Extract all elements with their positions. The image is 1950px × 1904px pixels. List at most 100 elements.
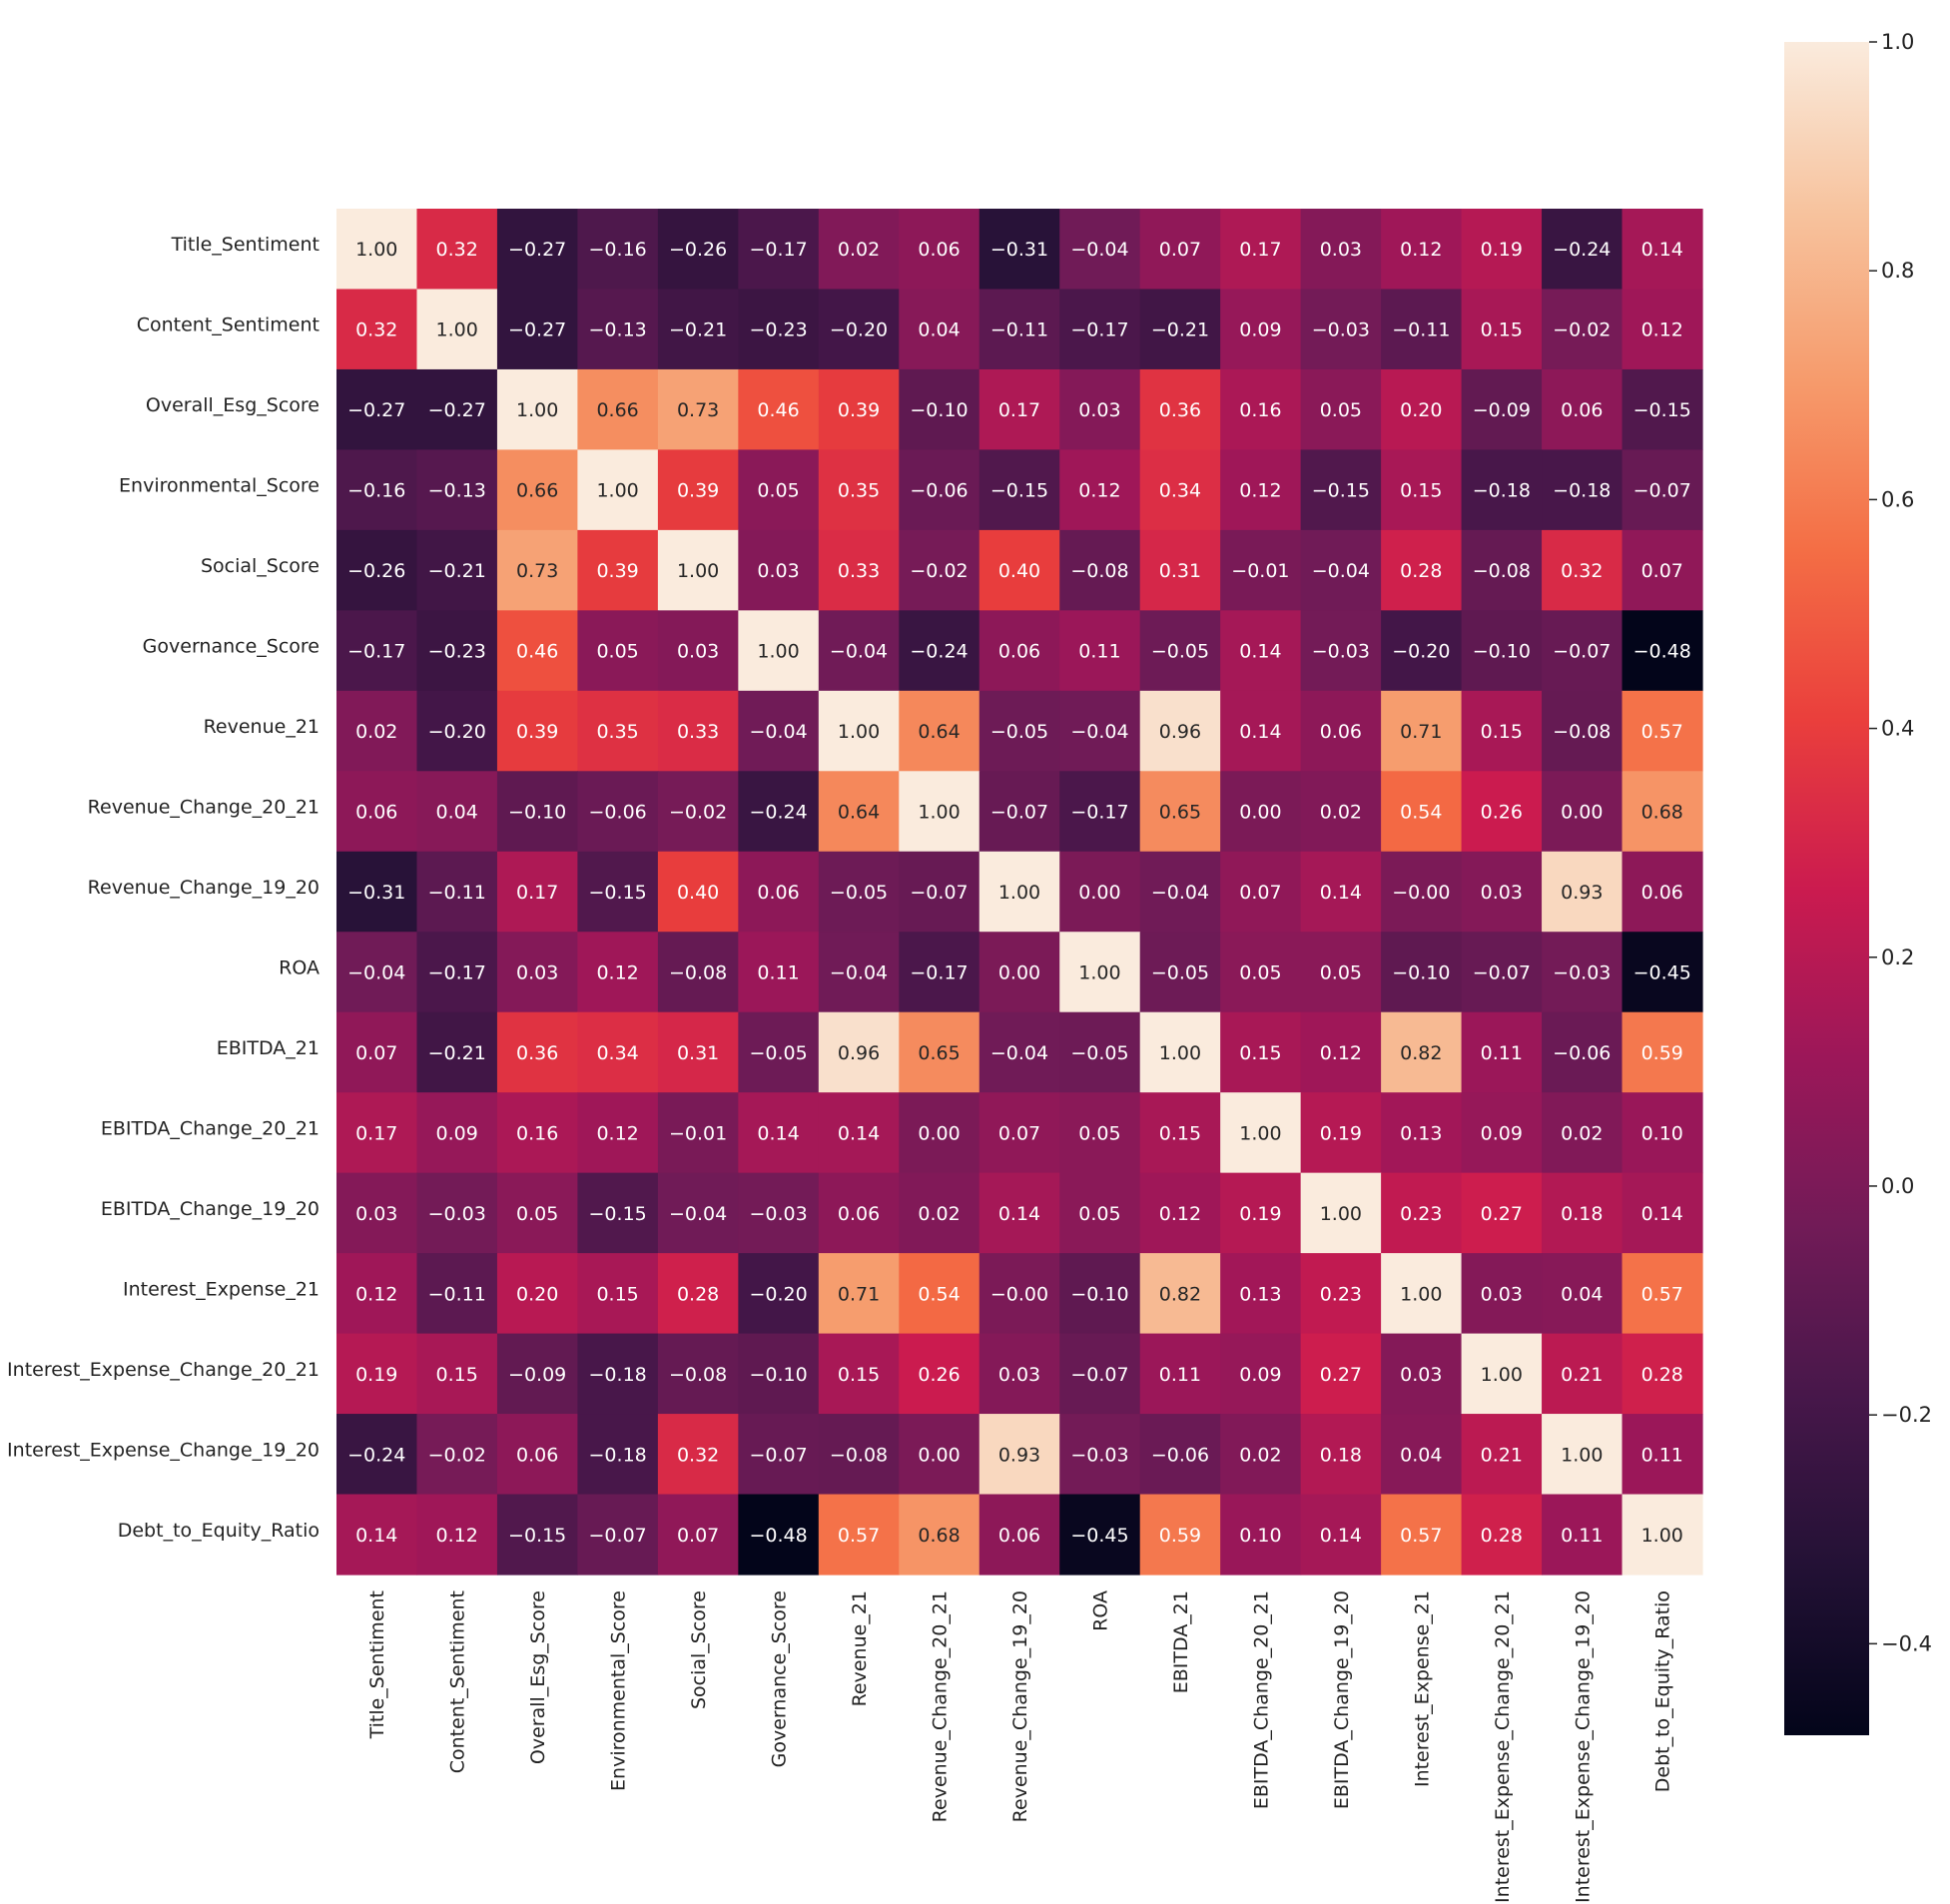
cell-value-label: −0.11 <box>1392 319 1450 341</box>
heatmap-cell <box>1381 1172 1463 1254</box>
cell-value-label: 0.10 <box>1641 1122 1683 1144</box>
heatmap-cell <box>1622 209 1703 291</box>
heatmap-cell <box>1542 771 1624 853</box>
heatmap-cell <box>577 771 659 853</box>
heatmap-cell <box>496 1092 579 1174</box>
cell-value-label: 0.07 <box>1641 560 1683 582</box>
heatmap-cell <box>336 690 418 772</box>
heatmap-cell <box>1300 690 1382 772</box>
column-label-environmental-score: Environmental_Score <box>608 1590 630 1791</box>
cell-value-label: −0.17 <box>347 641 405 663</box>
heatmap-cell <box>1461 449 1543 531</box>
cell-value-label: 0.39 <box>677 480 719 502</box>
heatmap-cell <box>416 932 498 1013</box>
cell-value-label: 0.12 <box>1641 319 1683 341</box>
cell-value-label: −0.02 <box>669 802 727 824</box>
cell-value-label: −0.01 <box>1231 560 1289 582</box>
heatmap-cell <box>1220 1092 1302 1174</box>
cell-value-label: −0.04 <box>669 1203 727 1225</box>
heatmap-cell <box>1300 1494 1382 1576</box>
heatmap-cell <box>1139 851 1221 933</box>
cell-value-label: 0.12 <box>1078 480 1120 502</box>
cell-value-label: 0.68 <box>1641 802 1683 824</box>
cell-value-label: −0.20 <box>830 319 888 341</box>
cell-value-label: −0.10 <box>1473 641 1531 663</box>
heatmap-cell <box>1622 610 1703 692</box>
cell-value-label: 0.13 <box>1400 1122 1442 1144</box>
heatmap-cell <box>416 1172 498 1254</box>
heatmap-cell <box>1381 690 1463 772</box>
heatmap-cell <box>1381 771 1463 853</box>
cell-value-label: −0.11 <box>428 882 486 904</box>
cell-value-label: 0.14 <box>1641 239 1683 261</box>
heatmap-cell <box>1542 851 1624 933</box>
cell-value-label: 0.82 <box>1400 1042 1442 1064</box>
cell-value-label: −0.04 <box>347 961 405 983</box>
heatmap-cell <box>336 851 418 933</box>
heatmap-cell <box>899 1253 980 1335</box>
cell-value-label: 0.40 <box>677 882 719 904</box>
cell-value-label: 0.12 <box>596 961 638 983</box>
cell-value-label: 0.14 <box>1641 1203 1683 1225</box>
heatmap-cell <box>1220 1011 1302 1093</box>
heatmap-cell <box>1381 368 1463 451</box>
cell-value-label: 0.12 <box>1400 239 1442 261</box>
cell-value-label: 0.06 <box>998 641 1040 663</box>
heatmap-cell <box>657 851 739 933</box>
cell-value-label: 0.03 <box>998 1364 1040 1386</box>
cell-value-label: 1.00 <box>1641 1525 1683 1547</box>
heatmap-cell <box>818 851 900 933</box>
heatmap-cell <box>1542 1253 1624 1335</box>
cell-value-label: 0.33 <box>677 721 719 743</box>
cell-value-label: 0.17 <box>516 882 558 904</box>
cell-value-label: 0.06 <box>998 1525 1040 1547</box>
heatmap-cell <box>1542 610 1624 692</box>
heatmap-cell <box>577 1092 659 1174</box>
cell-value-label: 0.68 <box>918 1525 960 1547</box>
heatmap-cell <box>1381 1333 1463 1415</box>
heatmap-cell <box>336 209 418 291</box>
heatmap-cell <box>1139 1333 1221 1415</box>
heatmap-cell <box>978 1333 1060 1415</box>
heatmap-cell <box>336 368 418 451</box>
cell-value-label: 0.02 <box>1320 802 1362 824</box>
heatmap-cell <box>978 1414 1060 1496</box>
heatmap-cell <box>496 1011 579 1093</box>
heatmap-cell <box>1059 289 1141 370</box>
cell-value-label: −0.15 <box>589 882 647 904</box>
heatmap-cell <box>416 368 498 451</box>
cell-value-label: 0.06 <box>838 1203 880 1225</box>
heatmap-cell <box>657 289 739 370</box>
heatmap-cells: 1.00 0.32 −0.27 −0.16 −0.26 −0.17 0.02 0.06 −0.3… <box>336 209 1703 1576</box>
heatmap-cell <box>496 449 579 531</box>
column-label-debt-to-equity-ratio: Debt_to_Equity_Ratio <box>1652 1590 1674 1792</box>
cell-value-label: −0.05 <box>830 882 888 904</box>
heatmap-cell <box>496 1494 579 1576</box>
heatmap-cell <box>336 1414 418 1496</box>
heatmap-cell <box>1542 1011 1624 1093</box>
cell-value-label: 0.31 <box>1159 560 1201 582</box>
heatmap-cell <box>738 690 820 772</box>
cell-value-label: −0.07 <box>1633 480 1691 502</box>
cell-value-label: 0.21 <box>1561 1364 1603 1386</box>
cell-value-label: −0.24 <box>910 641 968 663</box>
heatmap-cell <box>1300 368 1382 451</box>
heatmap-cell <box>738 529 820 611</box>
heatmap-cell <box>577 690 659 772</box>
cell-value-label: 0.19 <box>1320 1122 1362 1144</box>
heatmap-cell <box>1461 1092 1543 1174</box>
row-label-revenue-change-20-21: Revenue_Change_20_21 <box>88 797 320 819</box>
cell-value-label: 0.04 <box>918 319 960 341</box>
cell-value-label: −0.05 <box>1070 1042 1128 1064</box>
cell-value-label: 0.02 <box>1239 1444 1281 1466</box>
heatmap-cell <box>416 851 498 933</box>
cell-value-label: −0.15 <box>508 1525 566 1547</box>
heatmap-cell <box>978 1253 1060 1335</box>
cell-value-label: −0.10 <box>749 1364 807 1386</box>
heatmap-cell <box>1542 1414 1624 1496</box>
heatmap-cell <box>496 529 579 611</box>
cell-value-label: 0.73 <box>677 399 719 421</box>
cell-value-label: 0.17 <box>355 1122 397 1144</box>
cell-value-label: −0.02 <box>910 560 968 582</box>
cell-value-label: −0.27 <box>508 319 566 341</box>
